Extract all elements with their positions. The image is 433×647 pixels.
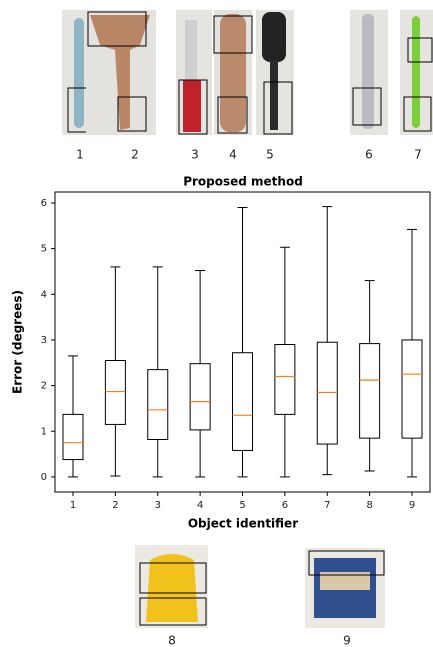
x-tick-label: 3 xyxy=(155,500,161,511)
y-tick-label: 6 xyxy=(41,198,47,209)
image-label: 7 xyxy=(414,148,422,162)
object xyxy=(183,80,201,132)
y-tick-label: 3 xyxy=(41,335,47,346)
image-label: 6 xyxy=(365,148,373,162)
box xyxy=(105,360,125,424)
object xyxy=(262,12,286,62)
y-tick-label: 2 xyxy=(41,381,47,392)
chart-title: Proposed method xyxy=(183,175,303,189)
image-label: 3 xyxy=(191,148,199,162)
chart: Proposed method Object identifier Error … xyxy=(0,0,433,647)
x-axis-label: Object identifier xyxy=(188,517,298,531)
box xyxy=(275,345,295,415)
x-tick-label: 7 xyxy=(324,500,330,511)
x-tick-label: 1 xyxy=(70,500,76,511)
box xyxy=(402,340,422,438)
box xyxy=(148,370,168,440)
x-tick-label: 8 xyxy=(366,500,372,511)
image-label: 2 xyxy=(131,148,139,162)
x-tick-label: 5 xyxy=(239,500,245,511)
y-tick-label: 0 xyxy=(41,472,47,483)
box xyxy=(190,364,210,430)
box xyxy=(360,344,380,439)
object xyxy=(185,20,197,80)
x-tick-label: 6 xyxy=(282,500,288,511)
object xyxy=(412,16,420,128)
box xyxy=(63,414,83,459)
box xyxy=(233,353,253,451)
object xyxy=(146,554,198,622)
object xyxy=(220,14,246,132)
y-tick-label: 5 xyxy=(41,244,47,255)
image-label: 4 xyxy=(229,148,237,162)
photos-top xyxy=(62,10,433,135)
y-tick-label: 4 xyxy=(41,289,47,300)
image-label: 8 xyxy=(168,634,176,647)
photos-bottom xyxy=(135,545,385,628)
x-tick-label: 9 xyxy=(409,500,415,511)
object xyxy=(270,60,278,130)
x-tick-label: 4 xyxy=(197,500,203,511)
x-tick-label: 2 xyxy=(112,500,118,511)
y-axis-label: Error (degrees) xyxy=(11,290,25,394)
box xyxy=(317,342,337,444)
y-tick-label: 1 xyxy=(41,426,47,437)
figure: Proposed method Object identifier Error … xyxy=(0,0,433,647)
object xyxy=(74,18,84,128)
image-label: 1 xyxy=(76,148,84,162)
object xyxy=(362,14,374,129)
image-label: 9 xyxy=(343,634,351,647)
image-label: 5 xyxy=(266,148,274,162)
